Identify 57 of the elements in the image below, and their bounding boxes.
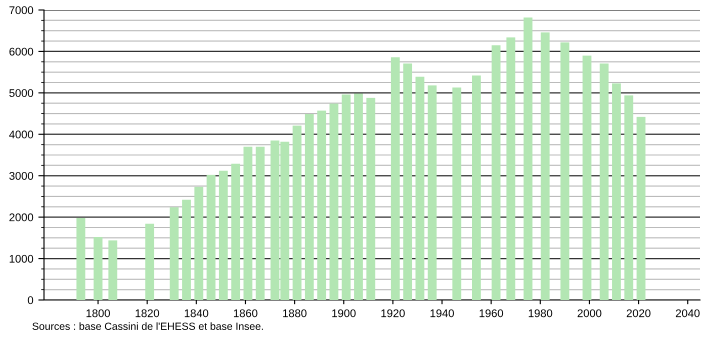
bar <box>329 104 338 300</box>
x-tick-label: 2040 <box>676 309 700 318</box>
bar <box>624 95 634 300</box>
bar <box>170 207 179 300</box>
bar <box>415 76 424 300</box>
x-tick-label: 2000 <box>578 309 602 318</box>
bar <box>256 146 265 300</box>
x-tick-label: 1820 <box>136 309 160 318</box>
y-tick-label: 3000 <box>9 172 34 180</box>
bar <box>342 94 351 300</box>
bar <box>390 57 400 300</box>
bar <box>506 37 516 300</box>
bar <box>231 164 240 300</box>
y-tick-label: 0 <box>28 296 34 304</box>
y-tick-label: 5000 <box>9 89 34 97</box>
x-tick-label: 1900 <box>332 309 356 318</box>
y-tick-label: 7000 <box>9 6 34 14</box>
bar <box>108 240 118 300</box>
bar <box>524 17 532 300</box>
bar <box>582 56 592 300</box>
bar <box>76 218 86 300</box>
bar <box>206 174 216 300</box>
x-tick-label: 1880 <box>283 309 307 318</box>
bar <box>218 170 228 300</box>
bar <box>354 94 363 300</box>
x-tick-label: 1940 <box>430 309 454 318</box>
bar <box>428 85 437 300</box>
x-tick-label: 1980 <box>528 309 552 318</box>
bar <box>636 116 646 300</box>
x-tick-label: 2020 <box>626 309 650 318</box>
bar <box>540 32 550 300</box>
bar <box>492 45 500 300</box>
bar <box>244 146 252 300</box>
bar <box>317 110 326 300</box>
y-tick-label: 2000 <box>9 213 34 222</box>
bar <box>403 63 412 300</box>
bar <box>472 75 481 300</box>
bar <box>452 87 462 300</box>
x-tick-label: 1800 <box>86 309 110 318</box>
y-tick-label: 1000 <box>10 254 34 263</box>
bar <box>612 83 621 300</box>
bar <box>292 126 302 300</box>
x-tick-label: 1860 <box>234 309 258 318</box>
y-tick-label: 4000 <box>9 130 34 138</box>
bar <box>182 200 191 300</box>
x-tick-label: 1960 <box>480 309 504 318</box>
source-note: Sources : base Cassini de l'EHESS et base Insee. <box>32 322 263 330</box>
x-tick-label: 1840 <box>184 309 208 318</box>
y-tick-label: 6000 <box>9 48 34 56</box>
bar <box>600 63 609 300</box>
bar <box>94 237 102 300</box>
bar <box>194 186 204 300</box>
bar <box>560 42 570 300</box>
bar <box>366 98 376 300</box>
x-tick-label: 1920 <box>381 309 405 318</box>
bar <box>304 114 314 300</box>
bar <box>145 224 154 300</box>
